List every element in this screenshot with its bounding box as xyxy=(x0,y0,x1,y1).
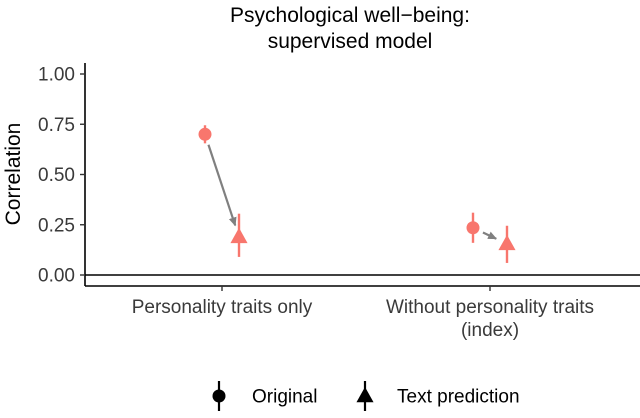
point-original-0 xyxy=(198,127,212,141)
legend-key-triangle xyxy=(356,387,374,403)
legend: Original Text prediction xyxy=(212,381,520,411)
legend-label-1: Text prediction xyxy=(397,387,520,408)
arrow-0 xyxy=(207,144,237,227)
y-tick-label-4: 1.00 xyxy=(38,65,75,86)
y-tick-label-3: 0.75 xyxy=(38,115,75,136)
y-tick-label-0: 0.00 xyxy=(38,266,75,287)
arrow-1 xyxy=(482,231,498,240)
point-text-prediction-1 xyxy=(498,234,516,251)
plot-area: 0.00 0.25 0.50 0.75 1.00 Personality traits o… xyxy=(38,63,640,341)
y-tick-label-1: 0.25 xyxy=(38,215,75,236)
x-tick-label-1-1: (index) xyxy=(461,320,519,341)
y-axis-title: Correlation xyxy=(2,123,25,226)
point-original-1 xyxy=(466,221,480,235)
chart-title-line-1: Psychological well−being: xyxy=(230,4,470,27)
legend-label-0: Original xyxy=(252,387,317,408)
y-tick-label-2: 0.50 xyxy=(38,165,75,186)
point-text-prediction-0 xyxy=(230,227,248,244)
x-tick-label-0-0: Personality traits only xyxy=(132,297,313,318)
x-tick-label-1-0: Without personality traits xyxy=(386,297,594,318)
legend-key-circle xyxy=(212,389,226,403)
chart-title-line-2: supervised model xyxy=(268,30,433,53)
